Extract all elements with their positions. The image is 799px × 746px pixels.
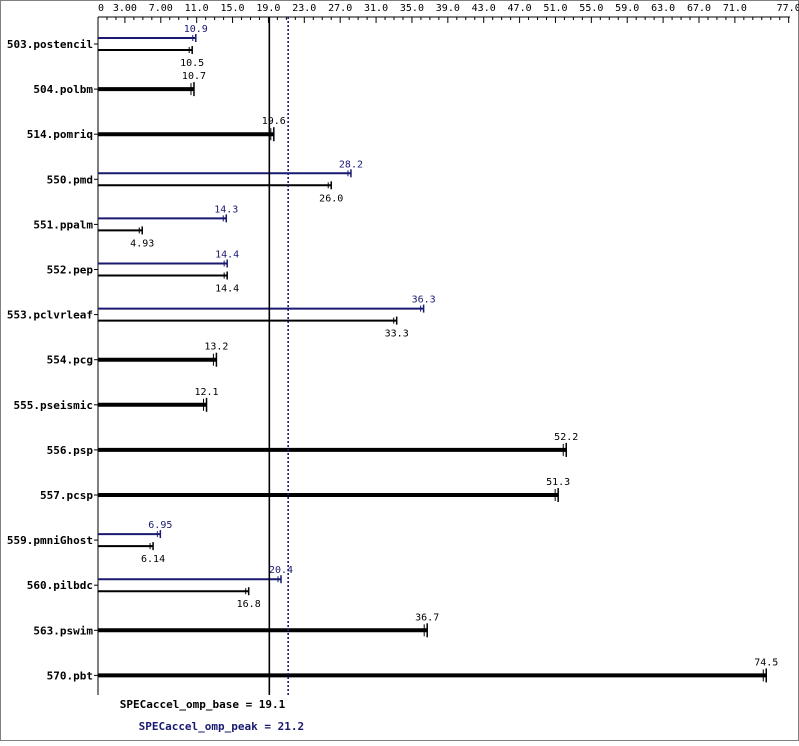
bar-base-value-label: 14.4 xyxy=(215,284,239,295)
base-reference-label: SPECaccel_omp_base = 19.1 xyxy=(120,698,286,711)
x-tick-label: 0 xyxy=(98,3,104,14)
bar-peak-value-label: 6.95 xyxy=(148,520,172,531)
bar-value-label: 74.5 xyxy=(754,657,778,668)
x-tick-label: 27.0 xyxy=(328,3,352,14)
bar-value-label: 36.7 xyxy=(415,612,439,623)
bar-peak-value-label: 28.2 xyxy=(339,159,363,170)
benchmark-label: 552.pep xyxy=(47,264,94,277)
benchmark-label: 556.psp xyxy=(47,444,94,457)
x-tick-label: 55.0 xyxy=(579,3,603,14)
bar-peak-value-label: 14.3 xyxy=(214,204,238,215)
benchmark-label: 560.pilbdc xyxy=(27,579,93,592)
bar-value-label: 10.7 xyxy=(182,71,206,82)
x-tick-label: 51.0 xyxy=(543,3,567,14)
bar-base-value-label: 33.3 xyxy=(385,329,409,340)
x-tick-label: 23.0 xyxy=(292,3,316,14)
x-tick-label: 3.00 xyxy=(113,3,137,14)
benchmark-label: 554.pcg xyxy=(47,354,93,367)
x-tick-label: 11.0 xyxy=(185,3,209,14)
bar-base-value-label: 6.14 xyxy=(141,554,165,565)
x-tick-label: 19.0 xyxy=(256,3,280,14)
x-tick-label: 7.00 xyxy=(149,3,173,14)
benchmark-label: 570.pbt xyxy=(47,669,93,682)
x-tick-label: 39.0 xyxy=(436,3,460,14)
bar-peak-value-label: 10.9 xyxy=(184,24,208,35)
bar-value-label: 52.2 xyxy=(554,432,578,443)
bar-base-value-label: 10.5 xyxy=(180,58,204,69)
x-tick-label: 77.0 xyxy=(777,3,799,14)
x-tick-label: 31.0 xyxy=(364,3,388,14)
bar-base-value-label: 16.8 xyxy=(237,599,261,610)
benchmark-label: 553.pclvrleaf xyxy=(7,309,93,322)
x-tick-label: 43.0 xyxy=(472,3,496,14)
x-tick-label: 35.0 xyxy=(400,3,424,14)
bar-peak-value-label: 36.3 xyxy=(412,295,436,306)
benchmark-label: 551.ppalm xyxy=(33,218,93,231)
x-tick-label: 47.0 xyxy=(508,3,532,14)
benchmark-label: 559.pmniGhost xyxy=(7,534,93,547)
benchmark-label: 550.pmd xyxy=(47,173,93,186)
benchmark-label: 563.pswim xyxy=(33,624,93,637)
axis-layer: 0 3.00 7.00 11.0 15.0 19.0 23.0 27.0 31.0 35.0 39.… xyxy=(94,3,799,695)
bars-layer: 503.postencil 10.9 10.5 504.polbm 10.7 514.po… xyxy=(7,24,778,683)
x-tick-label: 71.0 xyxy=(723,3,747,14)
benchmark-label: 555.pseismic xyxy=(14,399,93,412)
bar-base-value-label: 4.93 xyxy=(130,238,154,249)
x-tick-label: 15.0 xyxy=(221,3,245,14)
bar-peak-value-label: 14.4 xyxy=(215,250,239,261)
peak-reference-label: SPECaccel_omp_peak = 21.2 xyxy=(139,720,305,733)
x-tick-label: 59.0 xyxy=(615,3,639,14)
x-tick-label: 67.0 xyxy=(687,3,711,14)
x-tick-label: 63.0 xyxy=(651,3,675,14)
bar-value-label: 51.3 xyxy=(546,477,570,488)
bar-value-label: 12.1 xyxy=(194,387,218,398)
bar-peak-value-label: 20.4 xyxy=(269,565,293,576)
bar-base-value-label: 26.0 xyxy=(319,193,343,204)
benchmark-label: 557.pcsp xyxy=(40,489,93,502)
benchmark-label: 504.polbm xyxy=(33,83,93,96)
benchmark-label: 503.postencil xyxy=(7,38,93,51)
bar-value-label: 13.2 xyxy=(204,342,228,353)
benchmark-label: 514.pomriq xyxy=(27,128,93,141)
bar-value-label: 19.6 xyxy=(262,116,286,127)
reference-layer: SPECaccel_omp_base = 19.1 SPECaccel_omp_p… xyxy=(120,17,304,733)
